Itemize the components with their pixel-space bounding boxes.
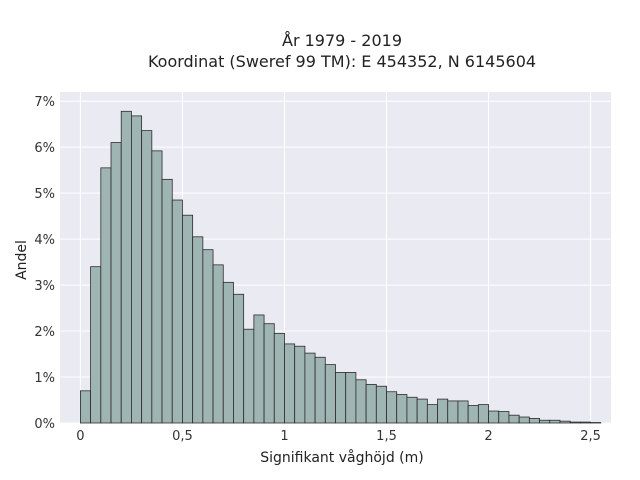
histogram-bar: [426, 404, 438, 424]
histogram-bar: [467, 405, 479, 424]
histogram-bar: [365, 383, 377, 424]
histogram-bar: [222, 281, 234, 424]
histogram-bar: [569, 421, 581, 424]
histogram-bar: [131, 115, 143, 424]
y-tick-label: 1%: [34, 371, 55, 386]
histogram-bar: [416, 398, 428, 424]
histogram-bar: [151, 150, 163, 424]
histogram-bar: [518, 416, 530, 424]
chart-title: År 1979 - 2019: [282, 31, 402, 50]
histogram-bar: [80, 390, 92, 424]
y-tick-label: 2%: [34, 325, 55, 340]
y-tick-label: 5%: [34, 187, 55, 202]
histogram-bar: [304, 352, 316, 424]
histogram-bar: [579, 421, 591, 424]
x-tick-label: 0,5: [172, 429, 193, 444]
histogram-bar: [396, 394, 408, 424]
histogram-bar: [120, 110, 132, 424]
histogram-bar: [294, 345, 306, 424]
histogram-bar: [314, 356, 326, 424]
histogram-bar: [192, 236, 204, 424]
histogram-bar: [437, 398, 449, 424]
x-axis-label: Signifikant våghöjd (m): [260, 449, 423, 466]
histogram-bar: [284, 343, 296, 424]
chart-subtitle: Koordinat (Sweref 99 TM): E 454352, N 61…: [148, 52, 536, 71]
y-tick-label: 4%: [34, 233, 55, 248]
histogram-bar: [345, 372, 357, 424]
y-tick-label: 0%: [34, 417, 55, 432]
x-axis-ticks: 0 0,5 1 1,5 2 2,5: [76, 429, 601, 444]
histogram-bar: [202, 249, 214, 424]
y-axis-ticks: 0% 1% 2% 3% 4% 5% 6% 7%: [34, 95, 55, 432]
histogram-bar: [528, 418, 540, 424]
x-tick-label: 0: [76, 429, 84, 444]
histogram-bar: [243, 328, 255, 424]
histogram-bar: [539, 419, 551, 424]
histogram-bar: [100, 167, 112, 424]
y-axis-label: Andel: [14, 240, 30, 280]
histogram-bar: [335, 372, 347, 424]
x-tick-label: 1,5: [376, 429, 397, 444]
histogram-bar: [447, 400, 459, 424]
histogram-bar: [171, 199, 183, 424]
histogram-bar: [355, 379, 367, 424]
x-tick-label: 1: [280, 429, 288, 444]
histogram-bar: [508, 414, 520, 424]
histogram-bar: [549, 419, 561, 424]
histogram-bar: [161, 178, 173, 424]
histogram-bar: [233, 293, 245, 424]
histogram-bar: [182, 214, 194, 424]
histogram-bar: [253, 314, 265, 424]
histogram-bar: [263, 323, 275, 424]
histogram-bar: [457, 400, 469, 424]
histogram-bar: [141, 130, 153, 424]
histogram-bar: [110, 142, 122, 424]
histogram-bar: [477, 404, 489, 424]
histogram-bar: [212, 264, 224, 424]
histogram-bars: [80, 110, 602, 424]
histogram-bar: [324, 364, 336, 424]
histogram-bar: [498, 411, 510, 424]
histogram-bar: [386, 391, 398, 424]
histogram-bar: [406, 396, 418, 424]
histogram-bar: [90, 266, 102, 424]
x-tick-label: 2: [484, 429, 492, 444]
histogram-bar: [375, 385, 387, 424]
y-tick-label: 3%: [34, 279, 55, 294]
x-tick-label: 2,5: [580, 429, 601, 444]
histogram-bar: [273, 332, 285, 424]
histogram-bar: [488, 410, 500, 424]
y-tick-label: 6%: [34, 141, 55, 156]
histogram-bar: [559, 420, 571, 424]
y-tick-label: 7%: [34, 95, 55, 110]
